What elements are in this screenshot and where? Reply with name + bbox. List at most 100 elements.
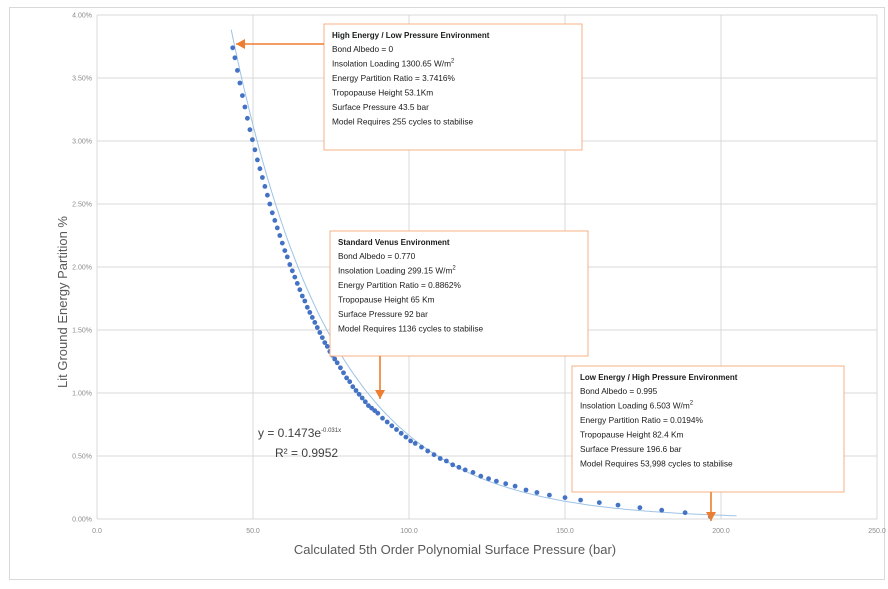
data-point [302,298,308,304]
data-point [403,434,409,440]
data-point [245,115,250,121]
data-point [232,55,238,61]
callout-line: Tropopause Height 53.1Km [332,88,433,98]
data-point [287,262,293,267]
callout-box [323,23,583,151]
data-point [596,500,602,505]
data-point [265,192,270,198]
data-point [294,281,300,286]
callout-line: Surface Pressure 92 bar [338,309,428,319]
data-point [267,201,273,207]
data-point [309,315,315,320]
data-point [375,410,381,416]
callout-line: Insolation Loading 6.503 W/m2 [580,401,694,411]
data-point [277,233,283,238]
arrowhead [706,512,716,521]
trendline-equation: y = 0.1473e-0.031x R² = 0.9952 [258,426,341,460]
data-points [230,45,713,519]
data-point [615,502,621,508]
y-tick-label: 2.50% [72,202,92,209]
data-point [324,344,330,349]
callout-line: Surface Pressure 196.6 bar [580,444,682,454]
data-point [478,473,484,479]
data-point [682,510,688,516]
y-tick-label: 1.50% [72,328,92,335]
data-point [512,483,518,489]
data-point [578,497,583,503]
data-point [503,481,509,487]
equation-text: y = 0.1473e [258,426,321,440]
data-point [344,375,349,381]
data-point [307,310,313,315]
data-point [242,104,248,110]
data-point [304,304,310,310]
data-point [260,175,265,180]
x-tick-label: 250.0 [868,528,886,535]
data-point [282,248,288,254]
callout-low: Low Energy / High Pressure Environment Bo… [571,365,845,521]
tick-labels: 0.00% 0.50% 1.00% 1.50% 2.00% 2.50% 3.00% 3.50%… [72,13,886,536]
callout-line: Surface Pressure 43.5 bar [332,102,429,112]
data-point [341,370,346,376]
data-point [456,464,462,470]
data-point [297,287,303,293]
callout-line: Model Requires 1136 cycles to stabilise [338,324,483,334]
data-point [237,80,243,86]
callout-box [329,230,589,357]
data-point [279,240,285,246]
y-tick-label: 0.00% [72,517,92,524]
data-point [659,507,665,513]
callout-line: Tropopause Height 82.4 Km [580,430,684,440]
arrowhead [236,39,245,49]
data-point [470,470,476,475]
callout-line: Tropopause Height 65 Km [338,295,435,305]
data-point [412,441,418,446]
x-tick-label: 50.0 [246,528,260,535]
callout-line: Bond Albedo = 0.770 [338,251,416,261]
data-point [274,225,280,231]
data-point [269,210,275,216]
y-tick-label: 2.00% [72,265,92,272]
x-axis-title: Calculated 5th Order Polynomial Surface … [294,542,616,557]
data-point [257,166,263,172]
data-point [317,330,323,335]
data-point [523,487,529,493]
callout-line: Energy Partition Ratio = 0.8862% [338,280,462,290]
data-point [289,268,295,274]
data-point [356,391,362,397]
y-tick-label: 1.00% [72,391,92,398]
data-point [255,157,260,163]
data-point [444,458,449,464]
data-point [389,423,395,429]
data-point [319,335,325,340]
data-point [408,438,413,444]
x-tick-label: 100.0 [400,528,418,535]
x-tick-label: 200.0 [712,528,730,535]
data-point [431,452,437,458]
r-squared-text: R² = 0.9952 [275,446,338,460]
data-point [322,340,328,345]
data-point [486,476,491,482]
data-point [247,127,253,133]
y-tick-label: 3.50% [72,76,92,83]
data-point [338,365,343,371]
callout-line: Model Requires 53,998 cycles to stabilis… [580,459,733,469]
data-point [462,467,468,473]
data-point [235,68,240,73]
data-point [450,462,456,468]
data-point [292,274,298,280]
data-point [312,320,318,325]
data-point [230,45,236,51]
data-point [359,395,365,401]
svg-text:y = 0.1473e-0.031x: y = 0.1473e-0.031x [258,426,341,440]
y-axis-title: Lit Ground Energy Partition % [55,216,70,388]
data-point [272,218,278,223]
data-point [562,495,568,500]
data-point [240,93,245,98]
y-tick-label: 4.00% [72,13,92,20]
callout-title: High Energy / Low Pressure Environment [332,31,490,40]
callout-high: High Energy / Low Pressure Environment Bo… [236,23,583,151]
grid [96,14,878,520]
arrowhead [375,390,385,399]
